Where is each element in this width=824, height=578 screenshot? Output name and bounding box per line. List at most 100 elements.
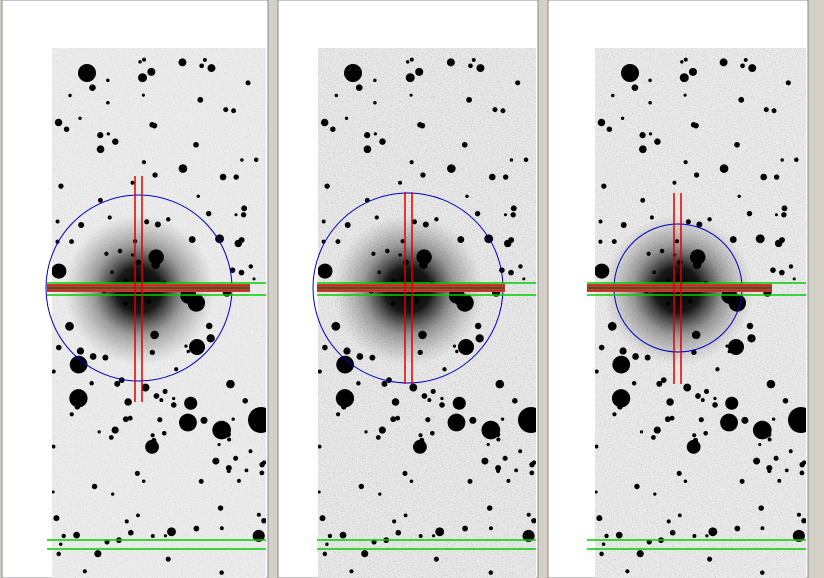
star: [361, 550, 369, 558]
star: [186, 349, 190, 354]
star: [364, 430, 368, 434]
star: [692, 533, 697, 538]
star: [135, 259, 142, 266]
star: [409, 479, 414, 484]
image-layer: [45, 48, 806, 578]
star: [226, 379, 235, 389]
star: [398, 180, 403, 185]
star: [335, 239, 341, 245]
star: [674, 239, 680, 244]
star: [416, 249, 432, 265]
star: [162, 388, 168, 394]
star: [664, 416, 671, 423]
star: [117, 248, 123, 254]
star: [234, 213, 238, 217]
star: [89, 353, 97, 360]
star: [743, 57, 748, 62]
star: [106, 101, 110, 105]
star: [639, 132, 646, 139]
star: [128, 529, 134, 536]
star: [510, 205, 517, 212]
star: [653, 426, 661, 434]
star: [767, 437, 772, 442]
star: [796, 512, 802, 517]
star: [653, 492, 657, 496]
star: [259, 470, 265, 476]
star: [595, 263, 610, 279]
star: [205, 322, 213, 330]
star: [771, 417, 776, 421]
star: [363, 145, 372, 154]
star: [244, 468, 249, 473]
star: [675, 274, 681, 281]
star: [142, 57, 147, 62]
star: [760, 526, 765, 531]
star: [734, 141, 740, 148]
star: [771, 108, 777, 114]
star: [725, 396, 739, 410]
star: [219, 526, 224, 531]
star: [373, 132, 377, 136]
star: [89, 84, 96, 92]
star: [145, 439, 159, 454]
star: [112, 138, 119, 145]
star: [495, 379, 505, 389]
star: [419, 437, 425, 443]
star: [76, 347, 85, 355]
star: [447, 164, 456, 173]
star: [488, 570, 494, 575]
star: [683, 383, 692, 392]
star: [781, 212, 787, 218]
star: [741, 416, 749, 424]
star: [369, 354, 376, 361]
star: [94, 550, 102, 558]
star: [409, 57, 414, 62]
star: [707, 556, 713, 562]
star: [223, 107, 229, 113]
star: [510, 212, 516, 218]
star: [452, 344, 457, 348]
star: [149, 121, 155, 128]
star: [335, 389, 355, 408]
star: [55, 219, 60, 224]
star: [614, 364, 618, 369]
star: [611, 239, 617, 245]
star: [157, 417, 163, 423]
star: [52, 369, 56, 374]
star: [656, 380, 663, 387]
star: [78, 64, 96, 82]
star: [141, 383, 150, 392]
star: [322, 551, 328, 557]
star: [755, 234, 765, 244]
star: [672, 180, 677, 185]
star: [174, 367, 179, 372]
star: [217, 505, 224, 511]
star: [649, 215, 654, 220]
star: [124, 398, 132, 406]
star: [529, 462, 535, 468]
star: [669, 529, 676, 536]
star: [462, 525, 468, 532]
star: [356, 353, 364, 360]
horizontal-band: [587, 284, 772, 292]
star: [481, 420, 501, 440]
star: [799, 470, 805, 476]
star: [703, 430, 708, 436]
star: [144, 219, 150, 225]
star: [184, 344, 188, 348]
star: [638, 145, 647, 154]
star: [677, 513, 682, 518]
star: [219, 570, 224, 575]
star: [529, 470, 535, 476]
star: [597, 118, 606, 127]
star: [197, 96, 204, 103]
star: [65, 321, 74, 331]
star: [612, 355, 631, 374]
star: [766, 379, 776, 389]
star: [355, 84, 363, 92]
star: [461, 141, 468, 148]
star: [110, 270, 114, 275]
star: [458, 339, 474, 355]
star: [165, 556, 171, 562]
star: [788, 264, 794, 269]
